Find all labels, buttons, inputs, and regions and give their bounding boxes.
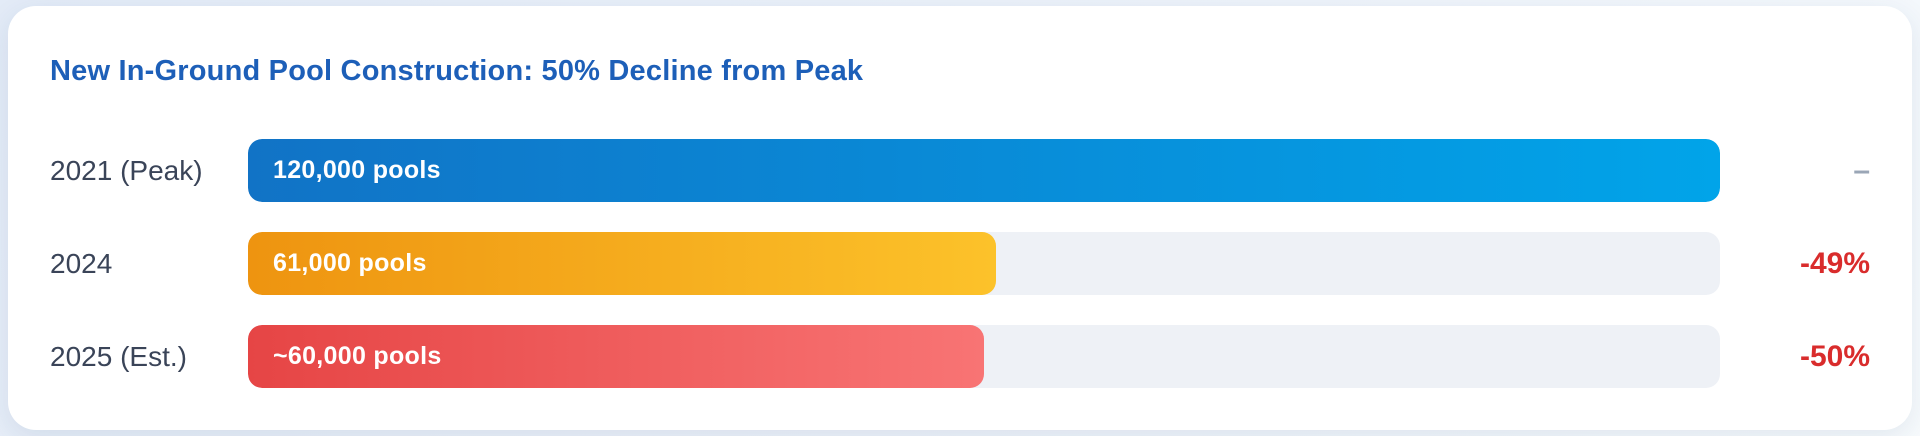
bar-track: ~60,000 pools: [248, 325, 1720, 388]
change-annotation: –: [1853, 153, 1870, 187]
bar-fill-2021: 120,000 pools: [248, 139, 1720, 202]
change-annotation: -50%: [1799, 339, 1870, 373]
bar-fill-2025: ~60,000 pools: [248, 325, 984, 388]
bar-track: 61,000 pools: [248, 232, 1720, 295]
bar-value-label: 61,000 pools: [273, 249, 427, 277]
bar-track: 120,000 pools: [248, 139, 1720, 202]
bar-chart: 2021 (Peak) 120,000 pools – 2024 61,000 …: [50, 139, 1870, 388]
bar-fill-2024: 61,000 pools: [248, 232, 997, 295]
row-label: 2025 (Est.): [50, 340, 187, 372]
bar-value-label: ~60,000 pools: [273, 342, 442, 370]
bar-value-label: 120,000 pools: [273, 156, 441, 184]
row-label: 2021 (Peak): [50, 154, 203, 186]
chart-title: New In-Ground Pool Construction: 50% Dec…: [50, 55, 864, 87]
bar-row-2025: 2025 (Est.) ~60,000 pools -50%: [50, 325, 1870, 388]
change-annotation: -49%: [1799, 246, 1870, 280]
bar-row-2021: 2021 (Peak) 120,000 pools –: [50, 139, 1870, 202]
bar-row-2024: 2024 61,000 pools -49%: [50, 232, 1870, 295]
chart-card: New In-Ground Pool Construction: 50% Dec…: [8, 6, 1912, 430]
row-label: 2024: [50, 247, 113, 279]
